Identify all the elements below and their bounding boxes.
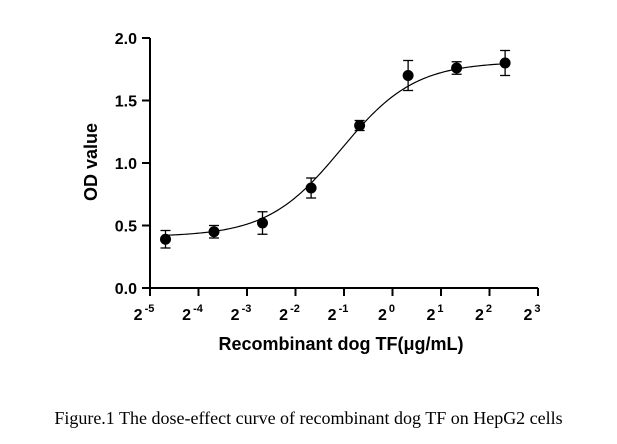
y-tick-label: 0.0 (115, 281, 137, 298)
data-point (354, 120, 366, 131)
x-tick-label: 2 -4 (182, 303, 204, 324)
x-tick-base: 2 (134, 307, 143, 324)
data-point-group (305, 177, 317, 199)
x-tick-base: 2 (182, 307, 191, 324)
data-point-group (208, 224, 220, 239)
x-tick-exponent: -2 (290, 303, 300, 315)
data-point (402, 70, 414, 81)
data-point-group (160, 229, 172, 249)
x-axis-title: Recombinant dog TF(μg/mL) (219, 334, 464, 354)
data-point-group (257, 211, 269, 235)
x-tick-label: 2 -2 (279, 303, 300, 324)
data-point (257, 217, 269, 229)
x-tick-exponent: 3 (534, 303, 540, 315)
x-tick-exponent: 0 (389, 303, 395, 315)
fit-curve (165, 63, 506, 236)
data-point (160, 233, 172, 245)
x-tick-label: 2 -1 (328, 303, 349, 324)
x-tick-base: 2 (378, 307, 387, 324)
data-point-group (499, 49, 511, 77)
x-tick-base: 2 (279, 307, 288, 324)
x-tick-base: 2 (475, 307, 484, 324)
y-axis-title: OD value (81, 123, 101, 201)
x-tick-exponent: -1 (339, 303, 349, 315)
data-point (305, 182, 317, 194)
y-tick-label: 2.0 (115, 31, 137, 48)
y-tick-label: 1.0 (115, 156, 137, 173)
x-tick-exponent: -4 (193, 303, 204, 315)
x-tick-exponent: -5 (145, 303, 155, 315)
x-tick-exponent: 2 (486, 303, 492, 315)
data-point (451, 62, 463, 74)
data-point (499, 57, 511, 69)
x-tick-base: 2 (426, 307, 435, 324)
data-point-group (402, 59, 414, 92)
x-tick-exponent: 1 (437, 303, 443, 315)
x-tick-label: 2 -5 (134, 303, 155, 324)
figure-caption: Figure.1 The dose-effect curve of recomb… (54, 408, 563, 428)
fit-curve-layer (165, 63, 506, 236)
y-tick-label: 0.5 (115, 219, 137, 236)
data-point-group (451, 61, 463, 75)
x-tick-base: 2 (231, 307, 240, 324)
data-point (208, 226, 220, 238)
axes: 0.00.51.01.52.02 -5 2 -4 2 -3 2 -2 2 -1 2 0 2 1 2 2 2 3 (115, 31, 541, 324)
data-point-group (354, 119, 366, 132)
x-tick-label: 2 -3 (231, 303, 252, 324)
x-tick-base: 2 (328, 307, 337, 324)
x-tick-base: 2 (523, 307, 532, 324)
data-points-layer (160, 49, 511, 249)
chart-svg: 0.00.51.01.52.02 -5 2 -4 2 -3 2 -2 2 -1 2 0 2 1 2 2 2 3 O… (81, 31, 541, 354)
x-tick-exponent: -3 (242, 303, 252, 315)
y-tick-label: 1.5 (115, 94, 137, 111)
